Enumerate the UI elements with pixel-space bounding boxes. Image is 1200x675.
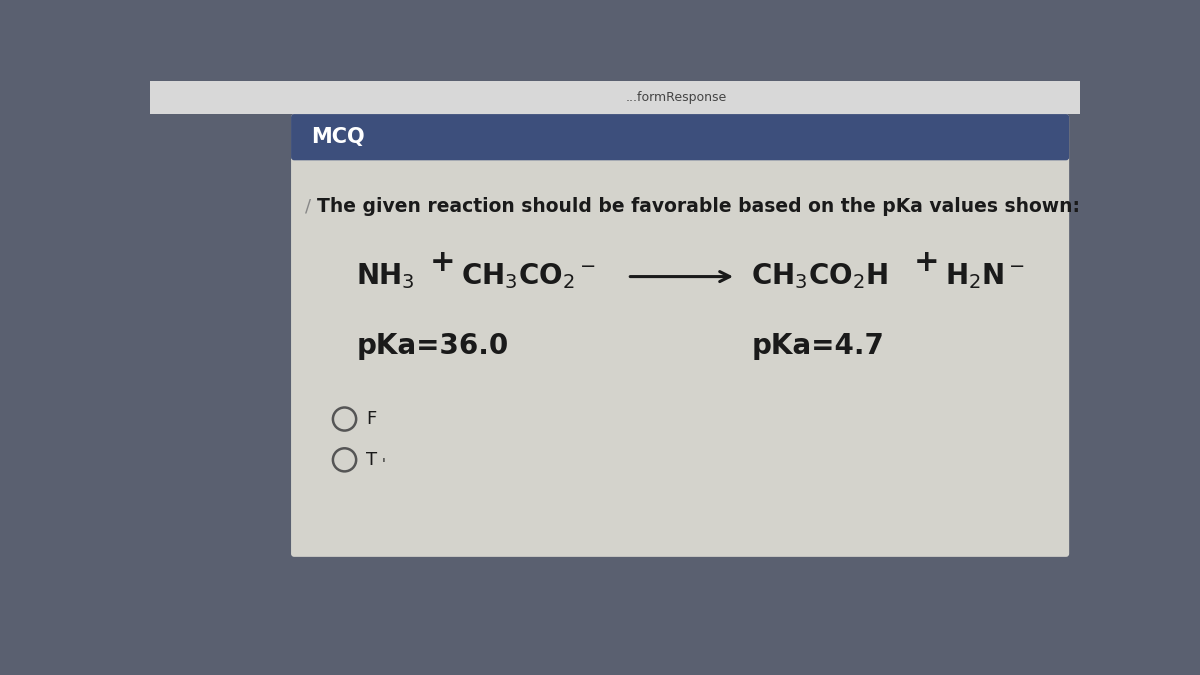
FancyBboxPatch shape bbox=[292, 114, 1069, 160]
Text: ...formResponse: ...formResponse bbox=[625, 91, 727, 104]
Text: H$_2$N$^-$: H$_2$N$^-$ bbox=[946, 262, 1025, 292]
Text: /: / bbox=[305, 197, 311, 215]
Text: +: + bbox=[430, 248, 456, 277]
Text: F: F bbox=[366, 410, 377, 428]
Text: +: + bbox=[914, 248, 940, 277]
Text: CH$_3$CO$_2$H: CH$_3$CO$_2$H bbox=[751, 262, 888, 292]
Text: CH$_3$CO$_2$$^-$: CH$_3$CO$_2$$^-$ bbox=[461, 262, 595, 292]
Text: ': ' bbox=[382, 457, 385, 470]
FancyBboxPatch shape bbox=[150, 81, 1080, 114]
Text: MCQ: MCQ bbox=[311, 127, 365, 147]
Text: T: T bbox=[366, 451, 377, 469]
Text: pKa=4.7: pKa=4.7 bbox=[751, 332, 884, 360]
Text: NH$_3$: NH$_3$ bbox=[356, 262, 415, 292]
Text: The given reaction should be favorable based on the pKa values shown:: The given reaction should be favorable b… bbox=[317, 197, 1080, 216]
Text: pKa=36.0: pKa=36.0 bbox=[356, 332, 509, 360]
FancyBboxPatch shape bbox=[292, 114, 1069, 557]
